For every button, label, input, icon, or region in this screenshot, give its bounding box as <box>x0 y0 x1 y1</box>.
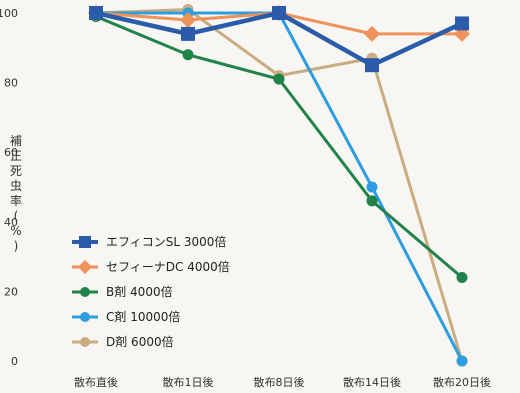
y-axis-label: 補正死虫率(%) <box>10 134 22 253</box>
legend-label: D剤 6000倍 <box>106 334 174 349</box>
data-point <box>181 26 195 41</box>
y-tick-label: 0 <box>11 355 18 368</box>
data-point <box>272 6 286 20</box>
data-point <box>454 25 470 42</box>
data-point <box>366 181 378 193</box>
x-tick-label: 散布14日後 <box>343 375 401 389</box>
legend-marker <box>80 287 90 297</box>
legend-item: C剤 10000倍 <box>72 309 180 324</box>
data-point <box>180 11 196 28</box>
y-tick-label: 100 <box>0 7 18 20</box>
legend-label: セフィーナDC 4000倍 <box>106 259 230 274</box>
y-axis-ticks: 0 20 40 60 80 100 <box>0 7 18 368</box>
legend-item: D剤 6000倍 <box>72 334 174 349</box>
series-line <box>96 11 464 362</box>
legend-label: C剤 10000倍 <box>106 309 180 324</box>
legend-marker <box>80 337 90 347</box>
legend-label: B剤 4000倍 <box>106 284 173 299</box>
y-tick-label: 60 <box>4 146 18 159</box>
data-point <box>455 16 469 31</box>
legend-label: エフィコンSL 3000倍 <box>106 234 226 249</box>
series-line <box>95 8 464 362</box>
data-point <box>456 355 468 367</box>
legend-item: エフィコンSL 3000倍 <box>72 234 226 249</box>
x-tick-label: 散布直後 <box>74 375 118 389</box>
y-tick-label: 20 <box>4 285 18 298</box>
data-point <box>366 195 378 207</box>
data-point <box>456 271 468 283</box>
data-point <box>273 73 285 85</box>
data-point <box>365 58 379 73</box>
legend-marker <box>80 312 90 322</box>
y-tick-label: 40 <box>4 216 18 229</box>
data-point <box>364 25 380 42</box>
x-axis-ticks: 散布直後 散布1日後 散布8日後 散布14日後 散布20日後 <box>74 375 491 389</box>
legend-marker <box>79 236 91 248</box>
legend-item: セフィーナDC 4000倍 <box>72 259 230 274</box>
legend-marker <box>78 260 92 274</box>
series-group <box>88 4 470 367</box>
data-point <box>182 49 194 61</box>
data-point <box>89 6 103 20</box>
y-tick-label: 80 <box>4 77 18 90</box>
legend-item: B剤 4000倍 <box>72 284 173 299</box>
x-tick-label: 散布8日後 <box>254 375 305 389</box>
series-0 <box>89 6 469 73</box>
x-tick-label: 散布20日後 <box>433 375 491 389</box>
x-tick-label: 散布1日後 <box>163 375 214 389</box>
